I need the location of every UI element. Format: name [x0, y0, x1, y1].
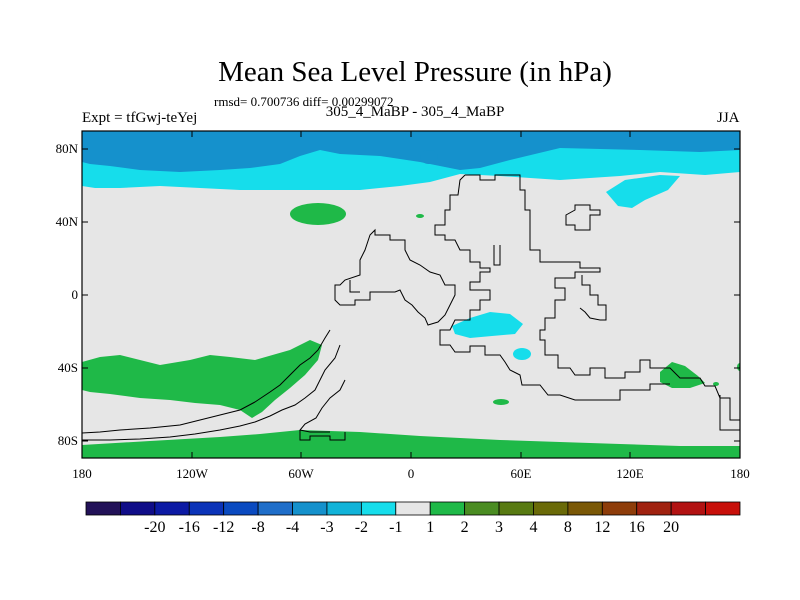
colorbar: [85, 501, 741, 516]
field-north-blue: [82, 131, 740, 172]
colorbar-tick-label: 8: [563, 519, 572, 536]
field-green-south-band: [82, 430, 740, 458]
colorbar-swatch: [360, 501, 397, 516]
continent-outlines: [82, 174, 740, 441]
pressure-field: [82, 131, 740, 458]
x-tick-label: 0: [407, 466, 415, 481]
colorbar-tick-label: -2: [354, 519, 369, 536]
experiment-comparison: 305_4_MaBP - 305_4_MaBP: [325, 104, 505, 120]
colorbar-tick-label: -20: [144, 519, 166, 536]
x-tick-label: 120E: [616, 466, 644, 481]
colorbar-swatch: [705, 501, 741, 516]
colorbar-tick-label: 16: [628, 519, 645, 536]
field-green-south-west: [82, 340, 322, 418]
colorbar-tick-label: -16: [178, 519, 200, 536]
axis-ticks: [82, 131, 740, 458]
colorbar-tick-label: -4: [285, 519, 300, 536]
colorbar-tick-label: -8: [251, 519, 265, 536]
x-tick-label: 60E: [510, 466, 532, 481]
y-tick-label: 80S: [57, 433, 78, 448]
colorbar-tick-label: 4: [529, 519, 538, 536]
field-cyan-small: [513, 348, 531, 360]
field-cyan-ne: [606, 175, 680, 208]
field-green-spot-s: [493, 399, 509, 405]
colorbar-swatch: [154, 501, 190, 516]
colorbar-swatch: [464, 501, 500, 516]
colorbar-swatch: [257, 501, 293, 516]
y-tick-label: 40N: [55, 214, 78, 229]
experiment-label: Expt = tfGwj-teYej: [82, 110, 198, 126]
colorbar-tick-label: 3: [495, 519, 504, 536]
field-green-north: [290, 203, 346, 225]
colorbar-tick-label: 2: [460, 519, 469, 536]
colorbar-swatch: [429, 501, 466, 516]
colorbar-swatch: [533, 501, 569, 516]
colorbar-tick-label: -1: [389, 519, 403, 536]
colorbar-tick-label: 12: [594, 519, 611, 536]
season-label: JJA: [717, 110, 740, 126]
field-green-dot: [416, 214, 424, 218]
colorbar-swatch: [395, 501, 431, 516]
colorbar-swatch: [498, 501, 534, 516]
colorbar-swatch: [636, 501, 672, 516]
colorbar-swatch: [85, 501, 121, 516]
field-green-se: [660, 362, 705, 388]
x-tick-label: 180: [730, 466, 750, 481]
colorbar-swatch: [567, 501, 603, 516]
colorbar-swatch: [326, 501, 362, 516]
x-tick-label: 60W: [288, 466, 314, 481]
y-tick-label: 80N: [55, 141, 78, 156]
y-tick-label: 0: [71, 287, 79, 302]
colorbar-swatch: [188, 501, 225, 516]
colorbar-tick-label: -3: [320, 519, 334, 536]
colorbar-swatch: [292, 501, 328, 516]
colorbar-tick-label: -12: [213, 519, 235, 536]
x-tick-label: 180: [72, 466, 92, 481]
colorbar-tick-label: 1: [426, 519, 435, 536]
colorbar-tick-label: 20: [663, 519, 680, 536]
colorbar-swatch: [601, 501, 638, 516]
page-title: Mean Sea Level Pressure (in hPa): [218, 56, 612, 88]
field-blue-spot: [420, 150, 438, 164]
rmsd-stats: rmsd= 0.700736 diff= 0.00299072: [214, 94, 394, 109]
field-green-dot-se: [713, 382, 719, 386]
colorbar-swatch: [120, 501, 156, 516]
colorbar-swatch: [670, 501, 706, 516]
y-tick-label: 40S: [57, 360, 78, 375]
field-green-dot-e: [737, 363, 740, 371]
x-tick-label: 120W: [176, 466, 208, 481]
colorbar-swatch: [223, 501, 259, 516]
